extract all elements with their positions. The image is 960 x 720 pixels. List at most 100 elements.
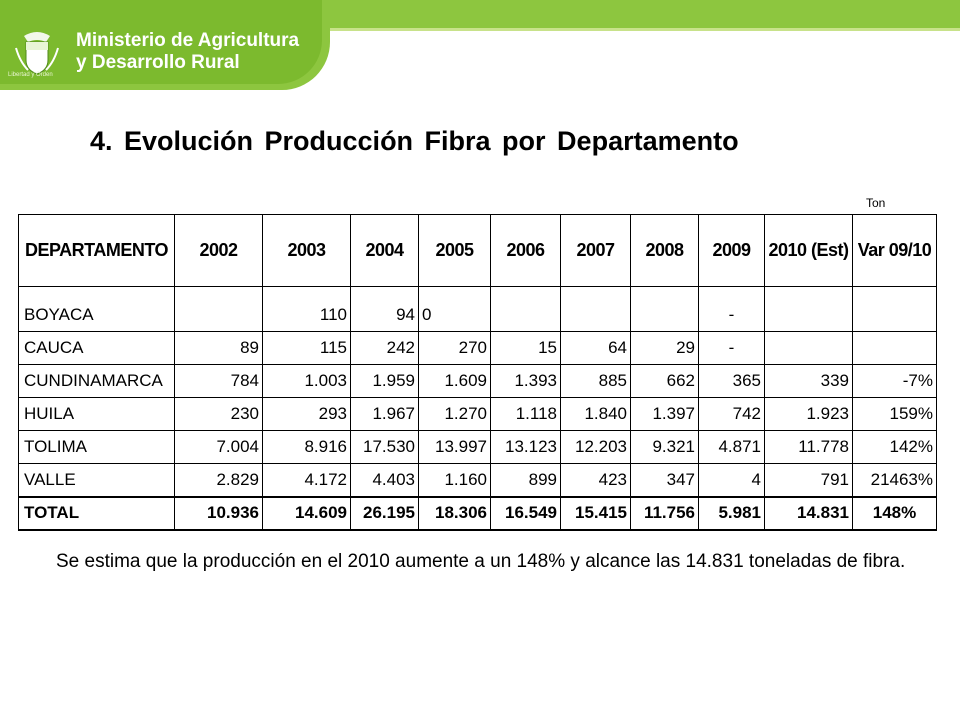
table-cell: -7% bbox=[852, 364, 937, 398]
table-cell bbox=[852, 298, 937, 332]
table-cell: 1.160 bbox=[418, 463, 491, 497]
table-cell: 1.397 bbox=[630, 397, 699, 431]
table-header-row: DEPARTAMENTO 2002 2003 2004 2005 2006 20… bbox=[18, 214, 937, 287]
column-header: 2006 bbox=[490, 214, 561, 287]
column-header: Var 09/10 bbox=[852, 214, 937, 287]
table-cell: 1.118 bbox=[490, 397, 561, 431]
header-band: Libertad y Orden Ministerio de Agricultu… bbox=[0, 0, 960, 120]
table-cell bbox=[490, 298, 561, 332]
table-row: HUILA 230 293 1.967 1.270 1.118 1.840 1.… bbox=[18, 397, 937, 431]
column-header: 2005 bbox=[418, 214, 491, 287]
header-stripe-accent bbox=[0, 28, 960, 31]
table-cell: 15 bbox=[490, 331, 561, 365]
table-cell bbox=[174, 298, 263, 332]
table-cell: 1.840 bbox=[560, 397, 631, 431]
column-header: 2002 bbox=[174, 214, 263, 287]
table-cell: 1.393 bbox=[490, 364, 561, 398]
table-cell: 230 bbox=[174, 397, 263, 431]
table-cell: VALLE bbox=[18, 463, 175, 497]
table-cell bbox=[852, 331, 937, 365]
table-cell: 29 bbox=[630, 331, 699, 365]
table-cell: 242 bbox=[350, 331, 419, 365]
table-cell: 899 bbox=[490, 463, 561, 497]
table-cell: 2.829 bbox=[174, 463, 263, 497]
table-cell bbox=[764, 331, 853, 365]
column-header: 2003 bbox=[262, 214, 351, 287]
table-cell: 4.172 bbox=[262, 463, 351, 497]
unit-label: Ton bbox=[866, 196, 886, 210]
total-cell: 18.306 bbox=[418, 495, 491, 531]
table-cell: 21463% bbox=[852, 463, 937, 497]
table-cell: 1.270 bbox=[418, 397, 491, 431]
table-row: VALLE 2.829 4.172 4.403 1.160 899 423 34… bbox=[18, 463, 937, 497]
table-cell: 94 bbox=[350, 298, 419, 332]
total-cell: 11.756 bbox=[630, 495, 699, 531]
table-row: BOYACA 110 94 0 - bbox=[18, 298, 937, 332]
column-header: 2007 bbox=[560, 214, 631, 287]
column-header: 2009 bbox=[698, 214, 765, 287]
table-row: TOLIMA 7.004 8.916 17.530 13.997 13.123 … bbox=[18, 430, 937, 464]
ministry-banner-inner bbox=[0, 0, 322, 84]
ministry-banner: Libertad y Orden Ministerio de Agricultu… bbox=[0, 0, 330, 90]
table-cell: - bbox=[698, 331, 765, 365]
total-cell: 15.415 bbox=[560, 495, 631, 531]
ministry-name-line1: Ministerio de Agricultura bbox=[76, 30, 300, 51]
table-row: CUNDINAMARCA 784 1.003 1.959 1.609 1.393… bbox=[18, 364, 937, 398]
table-cell: 1.923 bbox=[764, 397, 853, 431]
table-cell: 1.959 bbox=[350, 364, 419, 398]
table-cell: 270 bbox=[418, 331, 491, 365]
table-cell: 885 bbox=[560, 364, 631, 398]
total-cell: 14.609 bbox=[262, 495, 351, 531]
table-cell: 339 bbox=[764, 364, 853, 398]
table-cell bbox=[764, 298, 853, 332]
table-cell: 7.004 bbox=[174, 430, 263, 464]
column-header: 2008 bbox=[630, 214, 699, 287]
table-cell: 13.997 bbox=[418, 430, 491, 464]
table-cell: 365 bbox=[698, 364, 765, 398]
table-cell: 1.609 bbox=[418, 364, 491, 398]
table-cell: BOYACA bbox=[18, 298, 175, 332]
table-cell: 4.871 bbox=[698, 430, 765, 464]
ministry-name: Ministerio de Agricultura y Desarrollo R… bbox=[76, 30, 299, 74]
ministry-name-line2: y Desarrollo Rural bbox=[76, 52, 240, 73]
table-cell: 423 bbox=[560, 463, 631, 497]
column-header: 2004 bbox=[350, 214, 419, 287]
total-cell: 5.981 bbox=[698, 495, 765, 531]
total-cell: TOTAL bbox=[18, 495, 175, 531]
table-cell: 784 bbox=[174, 364, 263, 398]
table-cell: CAUCA bbox=[18, 331, 175, 365]
table-cell: TOLIMA bbox=[18, 430, 175, 464]
table-cell: 12.203 bbox=[560, 430, 631, 464]
total-cell: 26.195 bbox=[350, 495, 419, 531]
table-cell bbox=[630, 298, 699, 332]
table-cell: 64 bbox=[560, 331, 631, 365]
table-cell: 1.967 bbox=[350, 397, 419, 431]
table-cell: 8.916 bbox=[262, 430, 351, 464]
table-cell: 159% bbox=[852, 397, 937, 431]
table-cell: 17.530 bbox=[350, 430, 419, 464]
table-cell: HUILA bbox=[18, 397, 175, 431]
total-cell: 14.831 bbox=[764, 495, 853, 531]
coat-of-arms-icon bbox=[15, 32, 59, 75]
table-cell: - bbox=[698, 298, 765, 332]
logo-caption: Libertad y Orden bbox=[8, 72, 53, 78]
table-cell: 13.123 bbox=[490, 430, 561, 464]
table-cell: 89 bbox=[174, 331, 263, 365]
table-cell: 9.321 bbox=[630, 430, 699, 464]
total-cell: 148% bbox=[852, 495, 937, 531]
table-cell: 293 bbox=[262, 397, 351, 431]
production-table: DEPARTAMENTO 2002 2003 2004 2005 2006 20… bbox=[18, 214, 937, 531]
summary-note: Se estima que la producción en el 2010 a… bbox=[56, 551, 906, 572]
table-cell: 347 bbox=[630, 463, 699, 497]
table-cell: 110 bbox=[262, 298, 351, 332]
table-cell: 115 bbox=[262, 331, 351, 365]
table-cell: 662 bbox=[630, 364, 699, 398]
table-cell: 0 bbox=[418, 298, 491, 332]
total-cell: 10.936 bbox=[174, 495, 263, 531]
total-cell: 16.549 bbox=[490, 495, 561, 531]
table-cell: 1.003 bbox=[262, 364, 351, 398]
table-cell: 11.778 bbox=[764, 430, 853, 464]
table-spacer bbox=[18, 286, 937, 299]
table-cell: 142% bbox=[852, 430, 937, 464]
table-cell: 791 bbox=[764, 463, 853, 497]
